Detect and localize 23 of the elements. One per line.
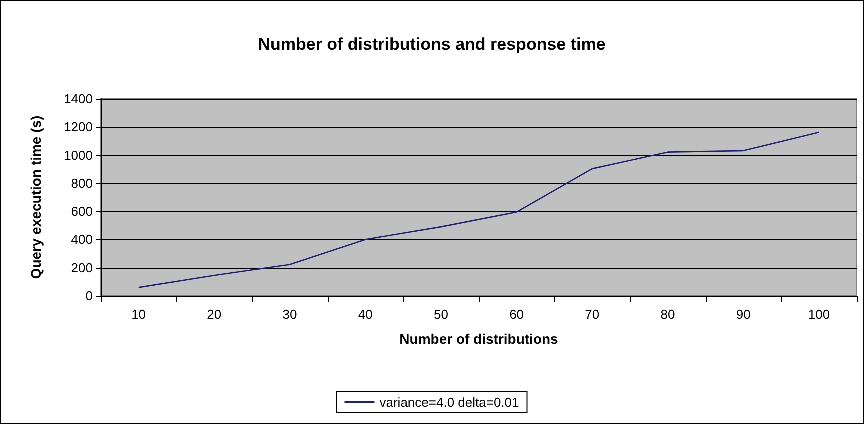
y-tick-label: 1200 <box>64 120 93 135</box>
x-tick-label: 50 <box>434 307 448 322</box>
y-tick-label: 800 <box>71 176 93 191</box>
x-tick-label: 30 <box>282 307 298 322</box>
y-tick-label: 400 <box>71 232 93 248</box>
chart-title: Number of distributions and response time <box>258 35 606 54</box>
y-tick-label: 0 <box>86 288 93 304</box>
x-tick-label: 20 <box>207 307 222 322</box>
x-tick-label: 90 <box>736 307 751 322</box>
y-tick-label: 1000 <box>64 148 93 163</box>
legend-label: variance=4.0 delta=0.01 <box>380 395 520 410</box>
line-series <box>138 132 820 288</box>
x-axis-title: Number of distributions <box>400 331 559 347</box>
x-tick-label: 10 <box>132 307 146 322</box>
y-tick-label: 1400 <box>64 92 93 106</box>
x-tick-label: 80 <box>660 307 676 322</box>
x-tick-label: 70 <box>585 307 600 322</box>
y-tick-label: 600 <box>71 204 93 220</box>
y-axis-title: Query execution time (s) <box>28 116 44 280</box>
x-tick-label: 60 <box>510 307 524 322</box>
x-tick-label: 40 <box>358 307 373 322</box>
y-tick-label: 200 <box>71 260 93 276</box>
x-tick-label: 100 <box>808 307 830 322</box>
